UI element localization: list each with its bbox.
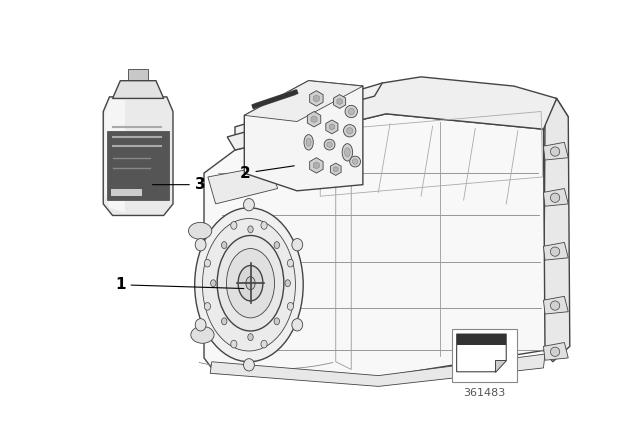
Polygon shape [307,112,321,127]
Ellipse shape [195,238,206,251]
Ellipse shape [195,208,303,362]
Ellipse shape [344,148,350,157]
Ellipse shape [246,277,255,290]
Ellipse shape [195,319,206,331]
Ellipse shape [244,359,254,371]
Polygon shape [128,69,148,83]
Text: 2: 2 [240,166,294,181]
Ellipse shape [306,138,311,146]
Ellipse shape [231,222,237,229]
Ellipse shape [274,241,280,249]
Ellipse shape [191,326,214,343]
Polygon shape [543,296,568,314]
Circle shape [550,301,560,310]
Polygon shape [235,83,568,150]
Circle shape [327,142,332,147]
Polygon shape [113,81,164,99]
Circle shape [348,108,355,115]
Polygon shape [330,163,341,176]
Polygon shape [495,360,506,372]
Polygon shape [333,95,346,108]
Polygon shape [204,114,545,377]
Text: 3: 3 [152,177,205,192]
Polygon shape [333,167,338,172]
Polygon shape [543,242,568,260]
Circle shape [550,193,560,202]
Circle shape [324,139,335,150]
Ellipse shape [248,334,253,340]
Polygon shape [314,95,319,102]
Polygon shape [457,334,506,372]
Polygon shape [310,158,323,173]
Polygon shape [111,189,142,196]
Ellipse shape [189,222,212,239]
Circle shape [353,159,358,164]
Polygon shape [107,131,169,200]
Text: 1: 1 [115,277,244,292]
Ellipse shape [342,144,353,161]
Polygon shape [227,77,557,150]
Ellipse shape [217,236,284,331]
Polygon shape [337,99,342,105]
Ellipse shape [287,259,294,267]
Polygon shape [543,99,570,362]
Ellipse shape [221,241,227,249]
Polygon shape [314,162,319,169]
Polygon shape [208,165,278,204]
Circle shape [345,105,358,118]
Bar [457,334,506,345]
Bar [452,329,517,382]
Ellipse shape [248,226,253,233]
Polygon shape [543,142,568,160]
Circle shape [349,156,360,167]
Ellipse shape [227,249,275,318]
Ellipse shape [202,219,296,351]
Ellipse shape [274,318,280,325]
Ellipse shape [204,259,211,267]
Polygon shape [329,124,335,130]
Circle shape [550,147,560,156]
Ellipse shape [221,318,227,325]
Circle shape [550,347,560,356]
Ellipse shape [285,280,291,287]
Ellipse shape [304,134,313,150]
Polygon shape [103,97,173,215]
Ellipse shape [238,266,263,301]
Ellipse shape [261,222,267,229]
Polygon shape [543,343,568,360]
Ellipse shape [244,198,254,211]
Polygon shape [244,81,363,191]
Text: 361483: 361483 [463,388,506,398]
Ellipse shape [211,280,216,287]
Ellipse shape [261,340,267,348]
Polygon shape [244,81,363,121]
Circle shape [550,247,560,256]
Polygon shape [543,189,568,206]
Ellipse shape [287,302,294,310]
Ellipse shape [292,319,303,331]
Polygon shape [326,120,338,134]
Ellipse shape [292,239,303,251]
Circle shape [344,125,356,137]
Polygon shape [311,116,317,123]
Ellipse shape [204,302,211,310]
Polygon shape [210,354,545,386]
Circle shape [347,128,353,134]
Polygon shape [105,100,125,212]
Polygon shape [310,90,323,106]
Ellipse shape [231,340,237,348]
